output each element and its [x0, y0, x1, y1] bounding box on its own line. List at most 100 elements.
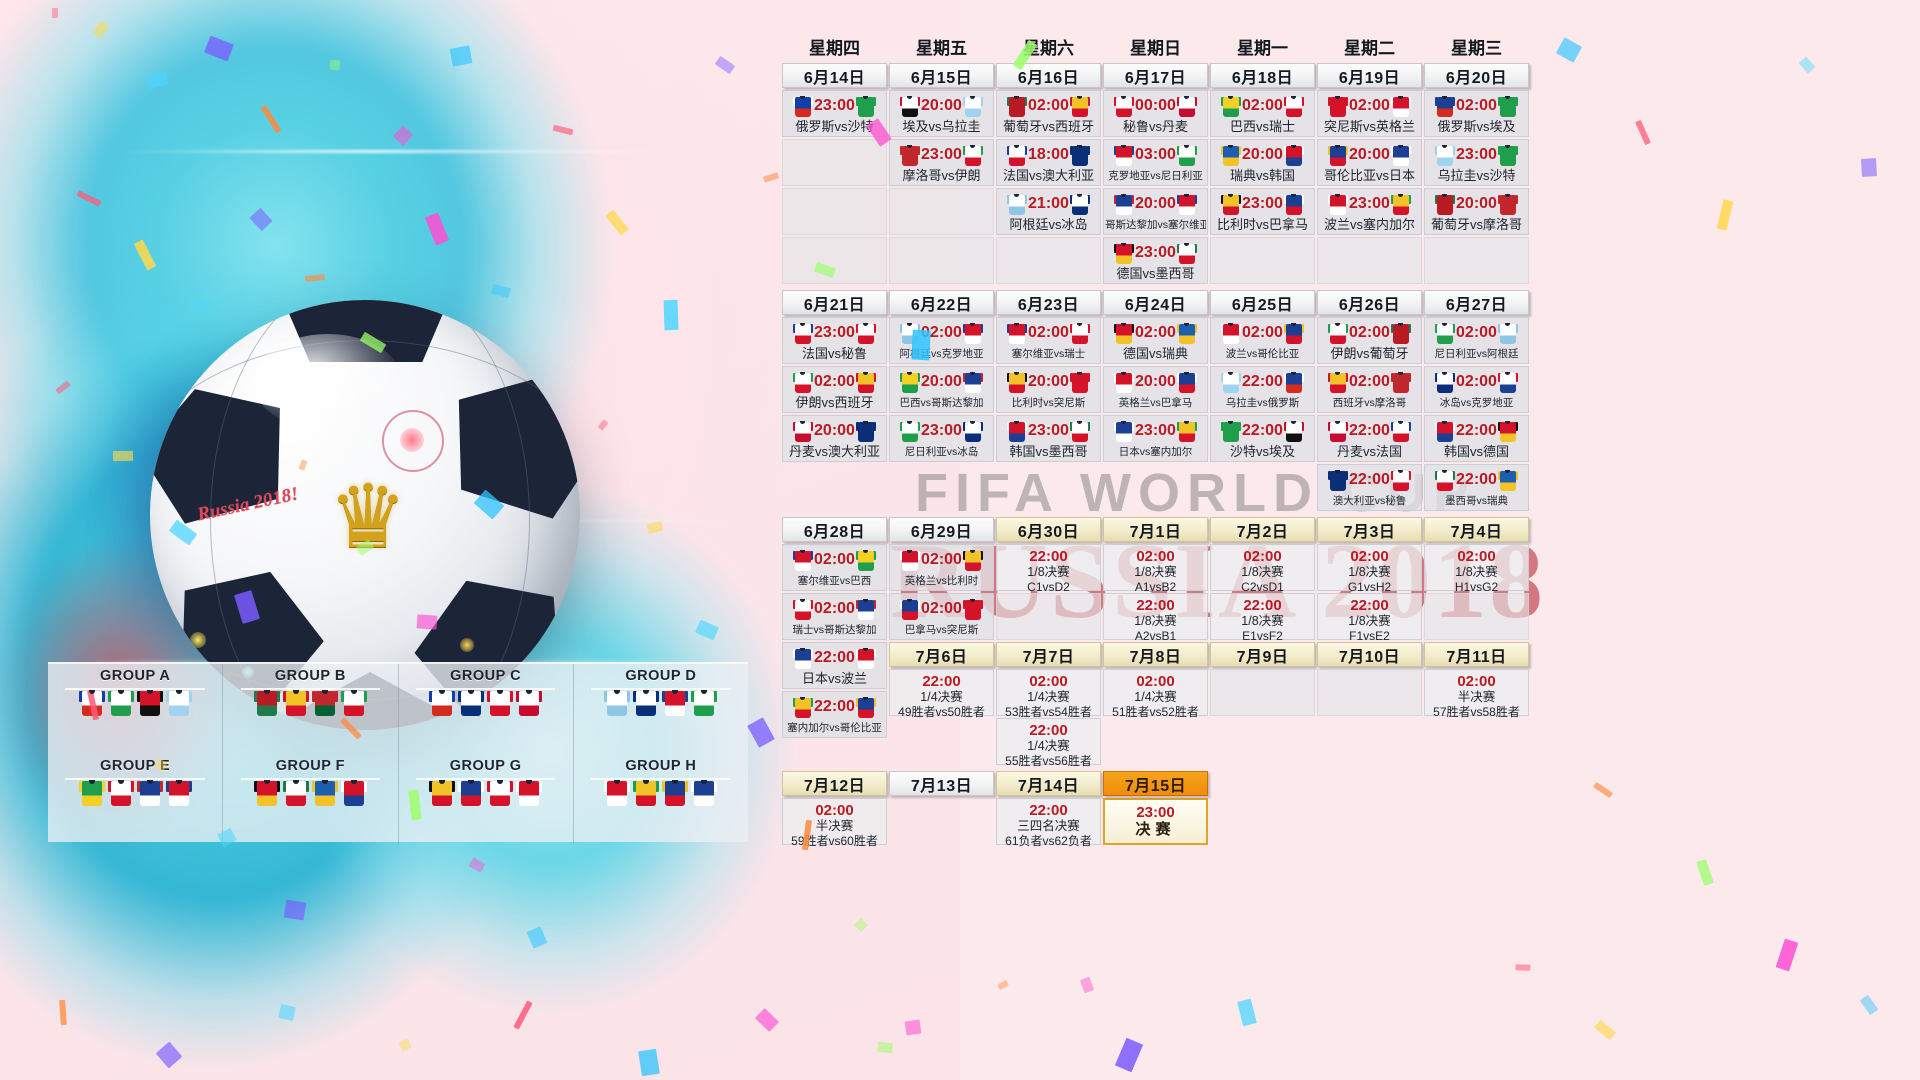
date-label[interactable]: 6月22日 — [889, 290, 994, 315]
match-cell[interactable]: 02:00 塞尔维亚vs瑞士 — [996, 317, 1101, 364]
final-match-cell[interactable]: 23:00 决赛 — [1103, 798, 1208, 845]
match-cell[interactable]: 23:00 日本vs塞内加尔 — [1103, 415, 1208, 462]
date-label[interactable]: 6月28日 — [782, 517, 887, 542]
date-label[interactable]: 6月23日 — [996, 290, 1101, 315]
date-label[interactable]: 6月20日 — [1424, 63, 1529, 88]
match-cell[interactable]: 23:00 摩洛哥vs伊朗 — [889, 139, 994, 186]
date-label[interactable]: 7月1日 — [1103, 517, 1208, 542]
knockout-match-cell[interactable]: 22:00 1/8决赛 E1vsF2 — [1210, 593, 1315, 643]
knockout-match-cell[interactable]: 22:00 1/4决赛 49胜者vs50胜者 — [889, 669, 994, 719]
match-cell[interactable]: 20:00 巴西vs哥斯达黎加 — [889, 366, 994, 413]
match-cell[interactable]: 20:00 瑞典vs韩国 — [1210, 139, 1315, 186]
date-label[interactable]: 6月24日 — [1103, 290, 1208, 315]
match-cell[interactable]: 18:00 法国vs澳大利亚 — [996, 139, 1101, 186]
group-b[interactable]: GROUP B — [223, 664, 399, 754]
match-cell[interactable]: 02:00 瑞士vs哥斯达黎加 — [782, 593, 887, 640]
match-cell[interactable]: 02:00 塞尔维亚vs巴西 — [782, 544, 887, 591]
date-label[interactable]: 7月15日 — [1103, 771, 1208, 796]
knockout-match-cell[interactable]: 02:00 1/8决赛 H1vsG2 — [1424, 544, 1529, 594]
knockout-match-cell[interactable]: 02:00 1/4决赛 53胜者vs54胜者 — [996, 669, 1101, 719]
group-g[interactable]: GROUP G — [399, 754, 574, 844]
group-f[interactable]: GROUP F — [223, 754, 399, 844]
match-cell[interactable]: 23:00 波兰vs塞内加尔 — [1317, 188, 1422, 235]
date-label[interactable]: 6月29日 — [889, 517, 994, 542]
match-cell[interactable]: 02:00 突尼斯vs英格兰 — [1317, 90, 1422, 137]
match-cell[interactable]: 20:00 比利时vs突尼斯 — [996, 366, 1101, 413]
group-e[interactable]: GROUP E — [48, 754, 224, 844]
date-label[interactable]: 7月14日 — [996, 771, 1101, 796]
match-cell[interactable]: 23:00 法国vs秘鲁 — [782, 317, 887, 364]
match-cell[interactable]: 00:00 秘鲁vs丹麦 — [1103, 90, 1208, 137]
match-cell[interactable]: 03:00 克罗地亚vs尼日利亚 — [1103, 139, 1208, 186]
match-cell[interactable]: 23:00 尼日利亚vs冰岛 — [889, 415, 994, 462]
match-cell[interactable]: 23:00 德国vs墨西哥 — [1103, 237, 1208, 284]
match-cell[interactable]: 02:00 西班牙vs摩洛哥 — [1317, 366, 1422, 413]
match-cell[interactable]: 22:00 丹麦vs法国 — [1317, 415, 1422, 462]
group-c[interactable]: GROUP C — [399, 664, 574, 754]
match-cell[interactable]: 20:00 哥斯达黎加vs塞尔维亚 — [1103, 188, 1208, 235]
date-label[interactable]: 6月14日 — [782, 63, 887, 88]
date-label[interactable]: 6月21日 — [782, 290, 887, 315]
match-cell[interactable]: 02:00 俄罗斯vs埃及 — [1424, 90, 1529, 137]
date-label[interactable]: 7月3日 — [1317, 517, 1422, 542]
knockout-match-cell[interactable]: 22:00 1/8决赛 C1vsD2 — [996, 544, 1101, 594]
match-cell[interactable]: 22:00 沙特vs埃及 — [1210, 415, 1315, 462]
knockout-match-cell[interactable]: 22:00 1/8决赛 F1vsE2 — [1317, 593, 1422, 643]
knockout-match-cell[interactable]: 02:00 1/4决赛 51胜者vs52胜者 — [1103, 669, 1208, 719]
match-cell[interactable]: 02:00 巴拿马vs突尼斯 — [889, 593, 994, 640]
date-label[interactable]: 7月11日 — [1424, 642, 1529, 667]
date-label[interactable]: 6月15日 — [889, 63, 994, 88]
match-cell[interactable]: 02:00 英格兰vs比利时 — [889, 544, 994, 591]
match-cell[interactable]: 02:00 尼日利亚vs阿根廷 — [1424, 317, 1529, 364]
match-cell[interactable]: 02:00 伊朗vs西班牙 — [782, 366, 887, 413]
date-label[interactable]: 7月2日 — [1210, 517, 1315, 542]
date-label[interactable]: 6月27日 — [1424, 290, 1529, 315]
match-cell[interactable]: 02:00 波兰vs哥伦比亚 — [1210, 317, 1315, 364]
knockout-match-cell[interactable]: 02:00 1/8决赛 G1vsH2 — [1317, 544, 1422, 594]
date-label[interactable]: 7月8日 — [1103, 642, 1208, 667]
knockout-match-cell[interactable]: 22:00 三四名决赛 61负者vs62负者 — [996, 798, 1101, 848]
match-cell[interactable]: 21:00 阿根廷vs冰岛 — [996, 188, 1101, 235]
match-cell[interactable]: 22:00 韩国vs德国 — [1424, 415, 1529, 462]
date-label[interactable]: 6月30日 — [996, 517, 1101, 542]
knockout-match-cell[interactable]: 02:00 1/8决赛 C2vsD1 — [1210, 544, 1315, 594]
date-label[interactable]: 7月7日 — [996, 642, 1101, 667]
date-label[interactable]: 6月18日 — [1210, 63, 1315, 88]
match-cell[interactable]: 23:00 俄罗斯vs沙特 — [782, 90, 887, 137]
match-cell[interactable]: 20:00 哥伦比亚vs日本 — [1317, 139, 1422, 186]
match-cell[interactable]: 02:00 巴西vs瑞士 — [1210, 90, 1315, 137]
match-cell[interactable]: 23:00 韩国vs墨西哥 — [996, 415, 1101, 462]
date-label[interactable]: 7月9日 — [1210, 642, 1315, 667]
match-cell[interactable]: 20:00 葡萄牙vs摩洛哥 — [1424, 188, 1529, 235]
group-h[interactable]: GROUP H — [574, 754, 748, 844]
match-cell[interactable]: 20:00 埃及vs乌拉圭 — [889, 90, 994, 137]
match-cell[interactable]: 23:00 比利时vs巴拿马 — [1210, 188, 1315, 235]
match-cell[interactable]: 22:00 塞内加尔vs哥伦比亚 — [782, 691, 887, 738]
match-cell[interactable]: 22:00 日本vs波兰 — [782, 642, 887, 689]
group-d[interactable]: GROUP D — [574, 664, 748, 754]
date-label[interactable]: 7月6日 — [889, 642, 994, 667]
knockout-match-cell[interactable]: 02:00 半决赛 59胜者vs60胜者 — [782, 798, 887, 848]
knockout-match-cell[interactable]: 22:00 1/8决赛 A2vsB1 — [1103, 593, 1208, 643]
match-cell[interactable]: 02:00 葡萄牙vs西班牙 — [996, 90, 1101, 137]
date-label[interactable]: 6月25日 — [1210, 290, 1315, 315]
match-cell[interactable]: 22:00 墨西哥vs瑞典 — [1424, 464, 1529, 511]
date-label[interactable]: 7月10日 — [1317, 642, 1422, 667]
match-cell[interactable]: 22:00 乌拉圭vs俄罗斯 — [1210, 366, 1315, 413]
date-label[interactable]: 6月16日 — [996, 63, 1101, 88]
knockout-match-cell[interactable]: 02:00 半决赛 57胜者vs58胜者 — [1424, 669, 1529, 719]
match-cell[interactable]: 23:00 乌拉圭vs沙特 — [1424, 139, 1529, 186]
match-cell[interactable]: 02:00 伊朗vs葡萄牙 — [1317, 317, 1422, 364]
match-cell[interactable]: 02:00 冰岛vs克罗地亚 — [1424, 366, 1529, 413]
knockout-match-cell[interactable]: 02:00 1/8决赛 A1vsB2 — [1103, 544, 1208, 594]
knockout-match-cell[interactable]: 22:00 1/4决赛 55胜者vs56胜者 — [996, 718, 1101, 768]
date-label[interactable]: 7月4日 — [1424, 517, 1529, 542]
date-label[interactable]: 7月13日 — [889, 771, 994, 796]
group-a[interactable]: GROUP A — [48, 664, 224, 754]
match-cell[interactable]: 02:00 德国vs瑞典 — [1103, 317, 1208, 364]
match-cell[interactable]: 20:00 英格兰vs巴拿马 — [1103, 366, 1208, 413]
date-label[interactable]: 7月12日 — [782, 771, 887, 796]
date-label[interactable]: 6月17日 — [1103, 63, 1208, 88]
date-label[interactable]: 6月19日 — [1317, 63, 1422, 88]
match-cell[interactable]: 02:00 阿根廷vs克罗地亚 — [889, 317, 994, 364]
